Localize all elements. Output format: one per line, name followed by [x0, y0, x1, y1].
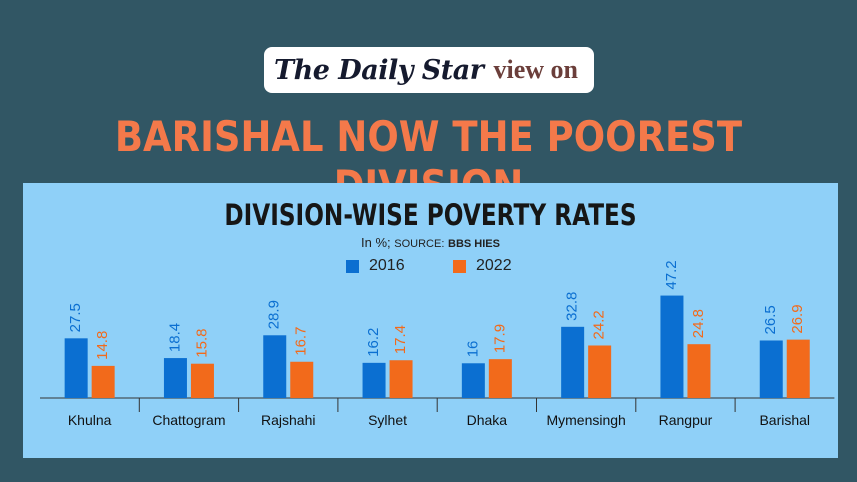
- category-label: Rajshahi: [261, 412, 315, 428]
- data-label: 24.8: [690, 309, 707, 338]
- legend-swatch-2016: [346, 259, 359, 273]
- bar-2022: [687, 344, 711, 398]
- legend-2022: 2022: [453, 257, 512, 275]
- data-label: 26.9: [789, 304, 806, 333]
- data-label: 17.9: [491, 324, 508, 353]
- data-label: 24.2: [591, 310, 608, 339]
- data-label: 17.4: [392, 325, 409, 354]
- data-label: 14.8: [94, 331, 111, 360]
- chart-title: DIVISION-WISE POVERTY RATES: [224, 198, 637, 232]
- data-label: 15.8: [193, 329, 210, 358]
- data-label: 16.7: [293, 327, 310, 356]
- bar-2016: [759, 340, 783, 398]
- legend-swatch-2022: [453, 259, 466, 273]
- daily-star-logo: The Daily Star: [274, 54, 484, 86]
- chart-panel: DIVISION-WISE POVERTY RATES In %; SOURCE…: [23, 183, 838, 458]
- bar-2022: [488, 359, 512, 398]
- category-label: Dhaka: [467, 412, 508, 428]
- bar-2016: [163, 358, 187, 398]
- data-label: 16.2: [365, 328, 382, 357]
- data-label: 16: [464, 341, 481, 358]
- bar-2016: [64, 338, 88, 398]
- bar-2022: [389, 360, 413, 398]
- source-value: BBS HIES: [448, 238, 500, 250]
- bar-2022: [290, 361, 314, 398]
- category-label: Sylhet: [368, 412, 407, 428]
- unit-label: In %;: [361, 235, 391, 250]
- bar-2016: [263, 335, 287, 398]
- category-label: Mymensingh: [546, 412, 625, 428]
- data-label: 26.5: [762, 305, 779, 334]
- category-label: Chattogram: [152, 412, 225, 428]
- bar-2016: [561, 326, 585, 398]
- bar-2022: [190, 363, 214, 398]
- bar-chart: Khulna 27.5 14.8 Chattogram 18.4 15.8 Rajshahi…: [40, 260, 835, 428]
- legend-2016: 2016: [346, 257, 405, 275]
- legend-label-2022: 2022: [476, 257, 512, 274]
- data-label: 28.9: [266, 300, 283, 329]
- bar-2022: [786, 339, 810, 398]
- category-label: Rangpur: [659, 412, 713, 428]
- source-label: SOURCE:: [394, 238, 445, 250]
- legend-label-2016: 2016: [369, 257, 405, 274]
- bar-2022: [588, 345, 612, 398]
- bar-2016: [660, 295, 684, 398]
- daily-star-badge: The Daily Star view on: [264, 47, 594, 93]
- data-label: 47.2: [663, 260, 680, 289]
- bar-2016: [362, 362, 386, 398]
- category-label: Barishal: [759, 412, 810, 428]
- view-on-label: view on: [493, 55, 579, 84]
- data-label: 27.5: [67, 303, 84, 332]
- category-label: Khulna: [68, 412, 112, 428]
- data-label: 18.4: [166, 323, 183, 352]
- data-label: 32.8: [564, 292, 581, 321]
- bar-2016: [461, 363, 485, 398]
- chart-subtitle: In %; SOURCE: BBS HIES: [23, 235, 838, 250]
- bar-2022: [91, 365, 115, 398]
